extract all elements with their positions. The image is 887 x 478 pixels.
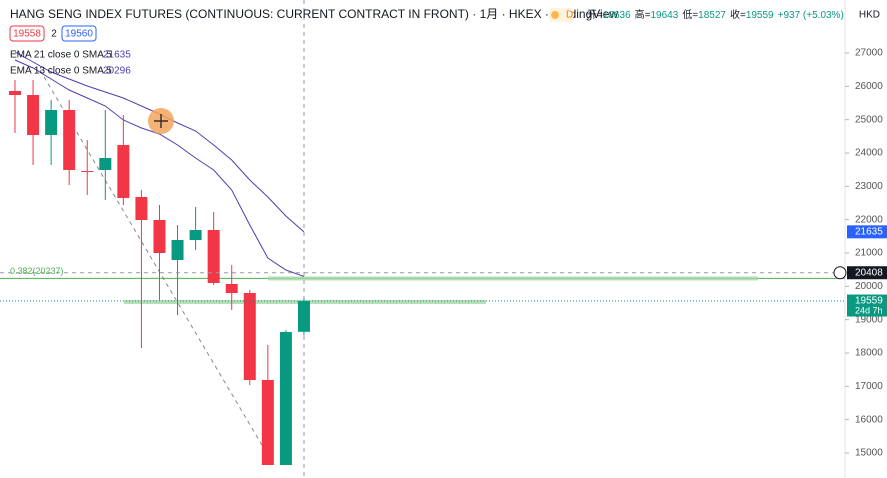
y-tick-label: 20000 <box>855 281 883 292</box>
ohlc-label: 收= <box>730 8 746 21</box>
currency: HKD <box>859 10 880 21</box>
candle-body <box>27 95 40 135</box>
ohlc-value: 19559 <box>746 10 774 21</box>
candle-body <box>207 230 220 283</box>
ohlc-header: 开=18636 高=19643 低=18527 收=19559 +937 (+5.03%… <box>587 8 844 21</box>
ohlc-value: 19643 <box>651 10 679 21</box>
price-button-label[interactable]: 19558 <box>13 29 41 40</box>
candle-body <box>189 230 202 240</box>
legend-value: 21635 <box>103 50 131 61</box>
ohlc-label: 开= <box>587 10 603 21</box>
fib-band <box>268 276 758 281</box>
candle-body <box>297 301 310 332</box>
add-button[interactable] <box>833 266 847 280</box>
y-tick-label: 25000 <box>855 114 883 125</box>
candle-body <box>171 240 184 260</box>
y-tick-label: 17000 <box>855 381 883 392</box>
axis-countdown: 24d 7h <box>855 305 883 315</box>
candle-body <box>45 110 58 135</box>
candle-body <box>81 171 94 172</box>
candle-body <box>99 158 112 170</box>
y-tick-label: 19000 <box>855 314 883 325</box>
ohlc-label: 低= <box>682 8 698 21</box>
ema-line <box>14 59 305 277</box>
price-button-label[interactable]: 19560 <box>65 29 93 40</box>
axis-price-label: 20408 <box>855 267 883 278</box>
candle-body <box>153 220 166 253</box>
candle-body <box>135 197 148 220</box>
y-tick-label: 16000 <box>855 414 883 425</box>
price-button[interactable] <box>9 25 45 42</box>
badge: D <box>566 10 573 21</box>
candle-body <box>225 284 238 293</box>
candle-body <box>279 332 292 465</box>
price-button-label: 2 <box>51 29 57 40</box>
y-tick-label: 23000 <box>855 181 883 192</box>
ohlc-value: 18527 <box>698 10 726 21</box>
legend-name: EMA 13 close 0 SMA 5 <box>10 66 112 77</box>
axis-price-label: 21635 <box>855 226 883 237</box>
candle-body <box>63 110 76 170</box>
candle-body <box>243 293 256 380</box>
legend-name: EMA 21 close 0 SMA 5 <box>10 50 112 61</box>
candle-body <box>261 380 274 465</box>
title: HANG SENG INDEX FUTURES (CONTINUOUS: CUR… <box>10 7 618 21</box>
y-tick-label: 15000 <box>855 448 883 459</box>
candle-body <box>9 91 21 95</box>
y-tick-label: 26000 <box>855 81 883 92</box>
candle-body <box>117 145 130 198</box>
y-tick-label: 24000 <box>855 148 883 159</box>
legend-value: 20296 <box>103 66 131 77</box>
ohlc-change: +937 (+5.03%) <box>778 10 844 21</box>
y-tick-label: 21000 <box>855 248 883 259</box>
trend-line <box>39 69 273 463</box>
y-tick-label: 18000 <box>855 348 883 359</box>
axis-price-tag <box>847 294 887 317</box>
axis-price-tag <box>847 266 887 280</box>
cursor-cross <box>154 114 168 128</box>
ohlc-label: 高= <box>635 8 651 21</box>
axis-price-label: 19559 <box>855 296 883 307</box>
fib-label: 0.382(20237) <box>10 266 64 276</box>
ohlc-value: 18636 <box>603 10 631 21</box>
price-button[interactable] <box>61 25 97 42</box>
badge-dot <box>551 11 559 19</box>
y-tick-label: 22000 <box>855 214 883 225</box>
y-tick-label: 27000 <box>855 48 883 59</box>
axis-price-tag <box>847 225 887 239</box>
